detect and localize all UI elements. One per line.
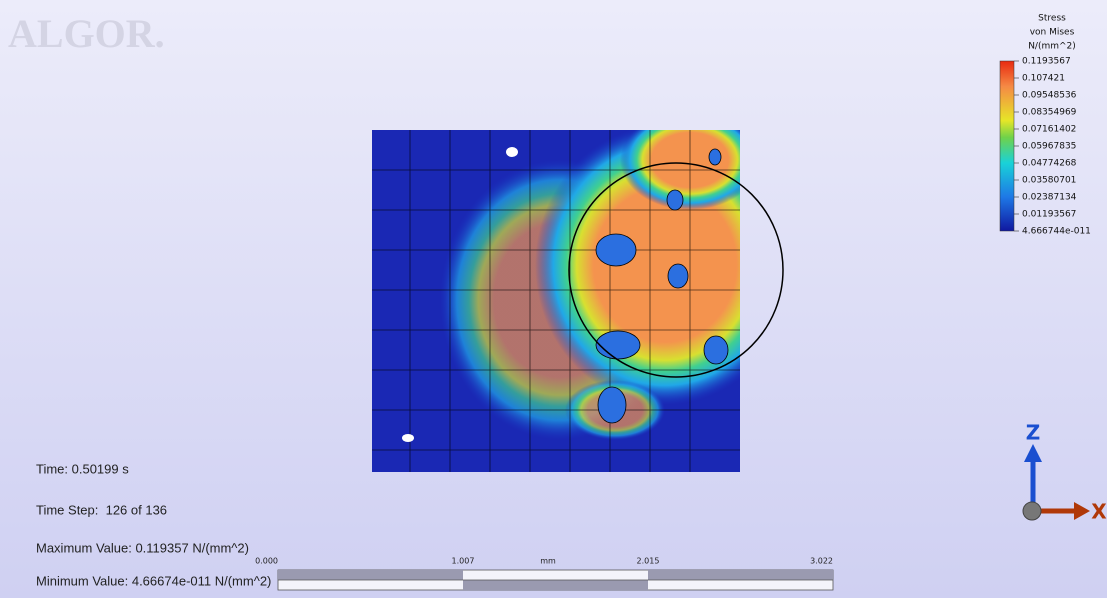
scale-tick-label: 1.007 [452, 557, 475, 566]
max-value: Maximum Value: 0.119357 N/(mm^2) [36, 540, 249, 555]
scale-tick-label: 3.022 [810, 557, 833, 566]
legend-title: Stress [1038, 14, 1066, 24]
legend-label: 0.08354969 [1022, 108, 1077, 118]
legend-title: N/(mm^2) [1028, 42, 1076, 52]
legend-title: von Mises [1030, 28, 1075, 38]
axis-label: Z [1026, 421, 1041, 445]
model [372, 110, 795, 472]
legend-label: 0.01193567 [1022, 210, 1076, 220]
legend-label: 0.1193567 [1022, 57, 1071, 67]
legend-label: 0.107421 [1022, 74, 1065, 84]
viewport: ALGOR. Stress von Mises N/(mm^2) 0.11935… [0, 0, 1107, 598]
logo: ALGOR. [8, 11, 165, 56]
color-bar [1000, 61, 1014, 231]
legend-label: 0.09548536 [1022, 91, 1077, 101]
time-step: Time Step: 126 of 136 [36, 502, 167, 517]
min-value: Minimum Value: 4.66674e-011 N/(mm^2) [36, 573, 271, 588]
legend-label: 4.666744e-011 [1022, 227, 1091, 237]
scale-tick-label: 2.015 [637, 557, 660, 566]
axis-label: X [1091, 500, 1107, 524]
legend-label: 0.05967835 [1022, 142, 1076, 152]
time: Time: 0.50199 s [36, 461, 129, 476]
scale-tick-label: 0.000 [255, 557, 278, 566]
legend-label: 0.07161402 [1022, 125, 1076, 135]
legend-label: 0.02387134 [1022, 193, 1077, 203]
scale-unit: mm [540, 557, 556, 566]
legend-label: 0.04774268 [1022, 159, 1077, 169]
legend-label: 0.03580701 [1022, 176, 1076, 186]
